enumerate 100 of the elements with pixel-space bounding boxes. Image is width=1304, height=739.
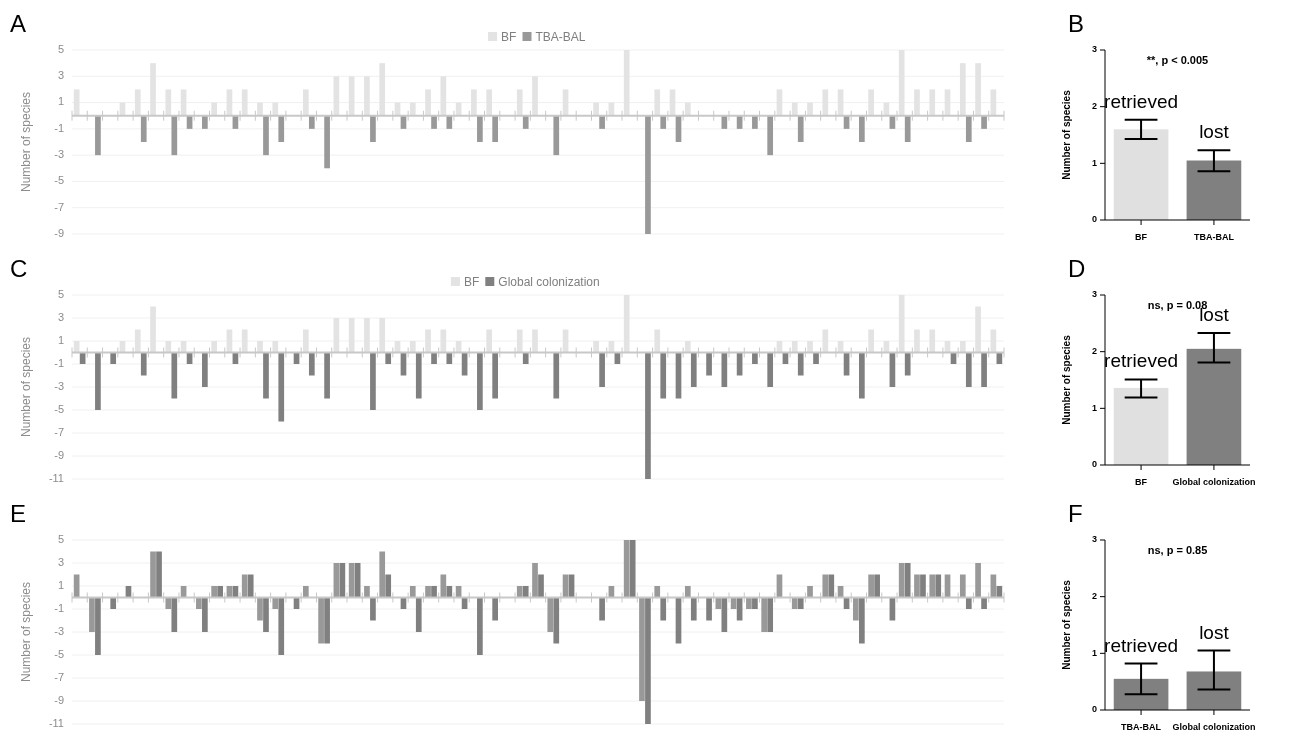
- bar: [959, 63, 966, 116]
- bar: [308, 115, 315, 129]
- bar: [813, 352, 819, 364]
- bar: [599, 597, 605, 621]
- bar: [324, 115, 330, 169]
- bar: [516, 329, 523, 353]
- bar: [385, 574, 392, 598]
- bar: [965, 115, 972, 142]
- y-tick-label: -5: [54, 174, 64, 187]
- bar: [302, 329, 309, 353]
- bar: [929, 89, 936, 116]
- bar: [241, 89, 248, 116]
- bar: [959, 341, 966, 353]
- bar: [415, 352, 422, 399]
- bar: [914, 89, 920, 116]
- bar: [920, 574, 926, 598]
- bar: [532, 76, 538, 116]
- bar: [538, 574, 544, 598]
- bar: [156, 551, 162, 598]
- y-tick-label: 3: [1091, 534, 1097, 545]
- bar: [415, 597, 422, 632]
- bar: [217, 586, 223, 598]
- bar: [660, 352, 667, 399]
- y-tick-label: -5: [54, 402, 64, 415]
- bar: [348, 563, 355, 598]
- annotation: lost: [1199, 121, 1230, 143]
- bar: [202, 597, 208, 632]
- bar: [409, 102, 416, 116]
- bar: [797, 597, 804, 609]
- bar: [348, 318, 355, 353]
- y-tick-label: 3: [1091, 289, 1097, 300]
- y-tick-label: 3: [1091, 44, 1097, 55]
- bar: [935, 574, 942, 598]
- y-tick-label: -9: [54, 226, 64, 239]
- y-tick-label: -7: [54, 200, 64, 213]
- bar: [629, 540, 636, 598]
- chart-title: D: [1068, 255, 1086, 282]
- bar: [440, 76, 447, 116]
- bar: [140, 115, 147, 142]
- bar: [370, 115, 376, 142]
- bar: [553, 352, 560, 399]
- y-tick-label: -1: [54, 601, 64, 614]
- bar: [807, 341, 813, 353]
- bar: [684, 341, 691, 353]
- bar: [318, 597, 324, 644]
- bar: [196, 597, 202, 609]
- bar: [828, 574, 835, 598]
- bar: [150, 63, 156, 116]
- bar: [440, 329, 447, 353]
- bar: [477, 352, 483, 410]
- bar: [431, 586, 437, 598]
- y-tick-label: 3: [57, 555, 64, 568]
- bar: [492, 597, 499, 621]
- bar: [278, 115, 285, 142]
- bar: [868, 574, 874, 598]
- bar: [929, 574, 936, 598]
- annotation: lost: [1199, 621, 1230, 643]
- bar: [767, 115, 774, 156]
- bar: [553, 115, 560, 156]
- y-tick-label: 0: [1091, 459, 1097, 470]
- bar: [975, 563, 981, 598]
- bar: [593, 102, 599, 116]
- bar: [110, 352, 117, 364]
- bar: [425, 329, 431, 353]
- y-tick-label: -11: [48, 471, 64, 484]
- bar: [898, 50, 905, 116]
- bar: [211, 102, 217, 116]
- bar: [202, 115, 208, 129]
- bar: [134, 329, 141, 353]
- chart-title: A: [10, 10, 27, 37]
- annotation: ns, p = 0.85: [1147, 544, 1208, 556]
- y-axis-title: Number of species: [1061, 89, 1072, 180]
- y-tick-label: -5: [54, 647, 64, 660]
- bar: [278, 597, 285, 655]
- bar: [89, 597, 95, 632]
- bar: [959, 574, 966, 598]
- bar: [492, 115, 499, 142]
- y-tick-label: 5: [57, 42, 64, 55]
- legend-label: TBA-BAL: [535, 29, 586, 44]
- y-tick-label: 2: [1091, 346, 1097, 357]
- y-tick-label: -7: [54, 425, 64, 438]
- bar: [859, 352, 865, 399]
- y-tick-label: -7: [54, 670, 64, 683]
- annotation: **, p < 0.005: [1146, 54, 1209, 66]
- bar: [522, 352, 529, 364]
- bar: [263, 115, 269, 156]
- bar: [211, 586, 217, 598]
- y-tick-label: 3: [57, 310, 64, 323]
- bar: [522, 115, 529, 129]
- y-tick-label: 1: [1091, 647, 1097, 658]
- bar: [623, 540, 630, 598]
- y-tick-label: 1: [57, 578, 64, 591]
- bar: [263, 352, 269, 399]
- bar: [364, 318, 370, 353]
- bar: [409, 341, 416, 353]
- bar: [721, 597, 728, 632]
- bar: [797, 115, 804, 142]
- bar: [660, 597, 667, 621]
- chart-title: C: [10, 255, 28, 282]
- bar: [324, 597, 330, 644]
